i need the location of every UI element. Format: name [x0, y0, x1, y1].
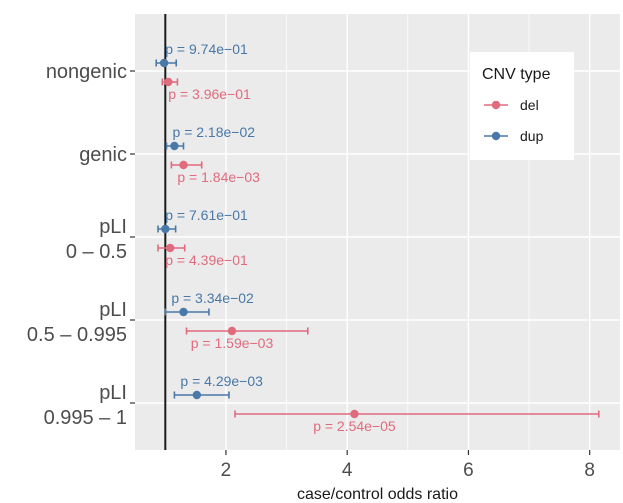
y-category-sublabel: 0.995 – 1	[44, 407, 127, 429]
dup-p-value-label: p = 9.74e−01	[165, 41, 248, 57]
dup-p-value-label: p = 4.29e−03	[180, 373, 263, 389]
dup-p-value-label: p = 7.61e−01	[165, 207, 248, 223]
y-category-label: pLI	[99, 216, 127, 238]
dup-point	[179, 307, 188, 317]
legend-item-del: del	[484, 97, 539, 113]
del-point-group: p = 1.84e−03	[170, 160, 260, 185]
del-point-group: p = 1.59e−03	[185, 326, 309, 351]
dup-point-group: p = 7.61e−01	[157, 207, 248, 234]
x-tick-label: 6	[463, 460, 474, 481]
del-p-value-label: p = 1.84e−03	[177, 169, 260, 185]
dup-point	[161, 224, 170, 234]
del-p-value-label: p = 4.39e−01	[165, 252, 248, 268]
dup-point-group: p = 2.18e−02	[165, 124, 256, 151]
del-point	[179, 160, 188, 170]
legend: CNV type del dup	[470, 52, 574, 160]
dup-point	[192, 390, 202, 400]
del-point	[164, 77, 173, 87]
del-p-value-label: p = 2.54e−05	[313, 418, 396, 434]
del-point-group: p = 4.39e−01	[157, 243, 248, 268]
dup-point-group: p = 3.34e−02	[164, 290, 254, 317]
del-point-group: p = 2.54e−05	[234, 409, 600, 434]
y-category-label: pLI	[99, 382, 127, 404]
dup-p-value-label: p = 2.18e−02	[173, 124, 256, 140]
legend-label-del: del	[520, 97, 539, 113]
dup-point	[170, 141, 179, 151]
legend-label-dup: dup	[520, 128, 544, 144]
legend-items: del dup	[484, 97, 544, 144]
del-p-value-label: p = 1.59e−03	[191, 335, 274, 351]
legend-key-point	[491, 100, 501, 110]
y-category-label: nongenic	[46, 61, 127, 83]
del-point	[350, 409, 359, 419]
y-category-label: pLI	[99, 299, 127, 321]
legend-background	[470, 52, 574, 160]
dup-point	[159, 58, 169, 68]
x-tick-label: 4	[342, 460, 353, 481]
y-category-label: genic	[79, 144, 127, 166]
del-point-group: p = 3.96e−01	[161, 77, 251, 102]
data-marks: p = 3.96e−01 p = 1.84e−03 p = 4.39e−01 p = …	[155, 41, 600, 434]
del-point	[165, 243, 175, 253]
dup-point-group: p = 9.74e−01	[155, 41, 248, 68]
del-p-value-label: p = 3.96e−01	[168, 86, 251, 102]
dup-p-value-label: p = 3.34e−02	[171, 290, 254, 306]
del-point	[227, 326, 237, 336]
legend-item-dup: dup	[484, 128, 544, 144]
x-tick-label: 2	[221, 460, 232, 481]
axes: nongenic genic pLI 0 – 0.5 pLI 0.5 – 0.995 pLI…	[27, 61, 595, 481]
x-tick-label: 8	[584, 460, 595, 481]
dup-point-group: p = 4.29e−03	[173, 373, 263, 400]
legend-key-point	[491, 131, 501, 141]
legend-title: CNV type	[482, 66, 551, 83]
x-axis-title: case/control odds ratio	[297, 486, 458, 503]
y-category-sublabel: 0.5 – 0.995	[27, 324, 127, 346]
y-category-sublabel: 0 – 0.5	[66, 241, 127, 263]
